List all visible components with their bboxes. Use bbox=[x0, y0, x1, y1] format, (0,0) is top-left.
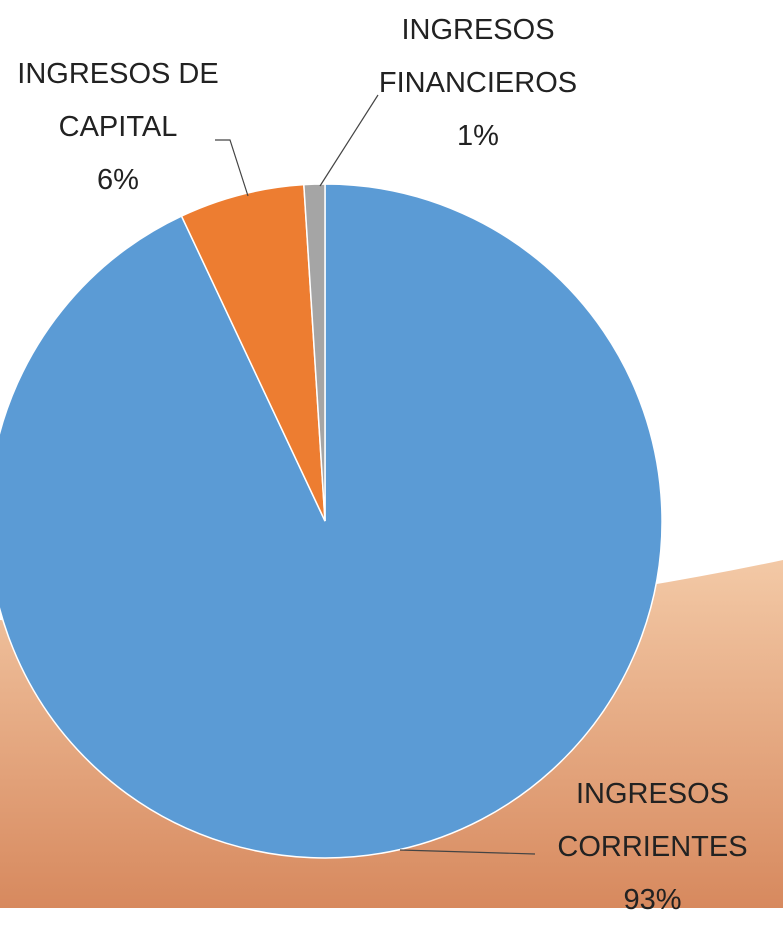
value-label: 1% bbox=[378, 110, 578, 163]
slice-label: INGRESOS CORRIENTES 93% bbox=[530, 768, 775, 927]
slice-label: INGRESOS FINANCIEROS 1% bbox=[378, 4, 578, 163]
leader-line bbox=[320, 95, 378, 186]
pie-slice bbox=[0, 184, 662, 858]
category-label: INGRESOS CORRIENTES bbox=[530, 768, 775, 874]
category-label: INGRESOS DE CAPITAL bbox=[8, 48, 228, 154]
category-label: INGRESOS FINANCIEROS bbox=[378, 4, 578, 110]
value-label: 93% bbox=[530, 874, 775, 927]
slice-label: INGRESOS DE CAPITAL 6% bbox=[8, 48, 228, 207]
page: {"chart_data":{"type":"pie","categories"… bbox=[0, 0, 783, 908]
value-label: 6% bbox=[8, 154, 228, 207]
